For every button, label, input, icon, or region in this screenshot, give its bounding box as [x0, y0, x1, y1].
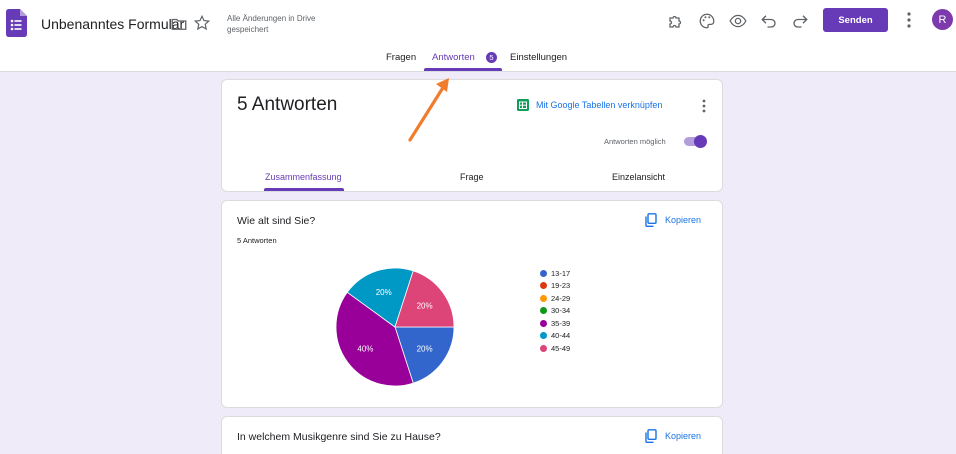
save-status: Alle Änderungen in Drive gespeichert — [227, 14, 316, 34]
legend-item-35-39: 35-39 — [540, 317, 570, 330]
legend-item-45-49: 45-49 — [540, 342, 570, 355]
redo-icon[interactable] — [791, 12, 809, 30]
folder-icon[interactable] — [170, 15, 188, 33]
tab-settings[interactable]: Einstellungen — [510, 52, 568, 63]
chart-legend: 13-17 19-23 24-29 30-34 35-39 40-44 45-49 — [540, 267, 570, 355]
copy-chart-button[interactable]: Kopieren — [645, 213, 701, 227]
question-card: In welchem Musikgenre sind Sie zu Hause?… — [221, 416, 723, 454]
legend-item-24-29: 24-29 — [540, 292, 570, 305]
pie-slice-13-17[interactable] — [394, 326, 455, 384]
pie-slice-35-39[interactable] — [335, 291, 414, 387]
pie-slice-40-44[interactable] — [346, 267, 414, 328]
subtab-summary[interactable]: Zusammenfassung — [265, 172, 342, 182]
addon-puzzle-icon[interactable] — [667, 12, 685, 30]
copy-icon — [645, 213, 657, 227]
active-subtab-indicator — [264, 188, 344, 191]
tab-responses[interactable]: Antworten — [432, 52, 475, 63]
legend-label: 19-23 — [551, 281, 571, 291]
legend-swatch — [540, 344, 547, 352]
question-title: Wie alt sind Sie? — [237, 215, 316, 227]
send-button[interactable]: Senden — [823, 8, 888, 32]
legend-item-30-34: 30-34 — [540, 305, 570, 318]
pie-slice-label: 40% — [357, 345, 373, 354]
legend-label: 30-34 — [551, 306, 571, 316]
legend-swatch — [540, 282, 547, 290]
legend-swatch — [540, 332, 547, 340]
tab-questions[interactable]: Fragen — [386, 52, 417, 63]
toggle-knob — [694, 135, 707, 148]
sheets-icon — [517, 99, 529, 111]
legend-label: 24-29 — [551, 293, 571, 303]
legend-swatch — [540, 319, 547, 327]
copy-icon — [645, 429, 657, 443]
responses-count-badge: 5 — [486, 52, 497, 63]
legend-item-13-17: 13-17 — [540, 267, 570, 280]
pie-slice-45-49[interactable] — [394, 270, 455, 328]
pie-slice-label: 20% — [376, 288, 392, 297]
copy-label: Kopieren — [665, 431, 702, 441]
legend-item-19-23: 19-23 — [540, 280, 570, 293]
more-vert-icon[interactable] — [698, 98, 710, 114]
star-icon[interactable] — [193, 14, 211, 32]
palette-icon[interactable] — [698, 12, 716, 30]
copy-chart-button[interactable]: Kopieren — [645, 429, 701, 443]
annotation-arrow-icon — [408, 78, 449, 142]
more-vert-icon[interactable] — [901, 11, 917, 29]
legend-swatch — [540, 294, 547, 302]
accepting-responses-label: Antworten möglich — [604, 137, 666, 146]
document-title[interactable]: Unbenanntes Formular — [41, 16, 185, 32]
link-sheets-button[interactable]: Mit Google Tabellen verknüpfen — [517, 99, 662, 111]
responses-summary-card: 5 Antworten Mit Google Tabellen verknüpf… — [221, 79, 723, 192]
pie-slice-label: 20% — [417, 345, 433, 354]
copy-label: Kopieren — [665, 215, 702, 225]
active-tab-indicator — [424, 68, 502, 71]
legend-item-40-44: 40-44 — [540, 330, 570, 343]
question-card: Wie alt sind Sie? 5 Antworten Kopieren 2… — [221, 200, 723, 408]
legend-label: 40-44 — [551, 331, 571, 341]
legend-swatch — [540, 269, 547, 277]
responses-count-title: 5 Antworten — [237, 94, 338, 115]
accepting-responses-toggle[interactable] — [682, 135, 708, 148]
preview-eye-icon[interactable] — [729, 12, 747, 30]
age-pie-chart: 20% 40% 20% 20% — [335, 267, 455, 387]
legend-label: 13-17 — [551, 268, 571, 278]
link-sheets-label: Mit Google Tabellen verknüpfen — [536, 100, 663, 110]
question-response-count: 5 Antworten — [237, 236, 277, 245]
subtab-individual[interactable]: Einzelansicht — [612, 172, 666, 182]
forms-app-icon[interactable] — [6, 9, 27, 37]
subtab-question[interactable]: Frage — [460, 172, 484, 182]
pie-slice-label: 20% — [417, 301, 433, 310]
legend-label: 35-39 — [551, 318, 571, 328]
legend-label: 45-49 — [551, 343, 571, 353]
question-title: In welchem Musikgenre sind Sie zu Hause? — [237, 431, 441, 443]
legend-swatch — [540, 307, 547, 315]
top-bar: Unbenanntes Formular Alle Änderungen in … — [0, 0, 956, 72]
avatar[interactable]: R — [932, 9, 953, 30]
undo-icon[interactable] — [760, 12, 778, 30]
